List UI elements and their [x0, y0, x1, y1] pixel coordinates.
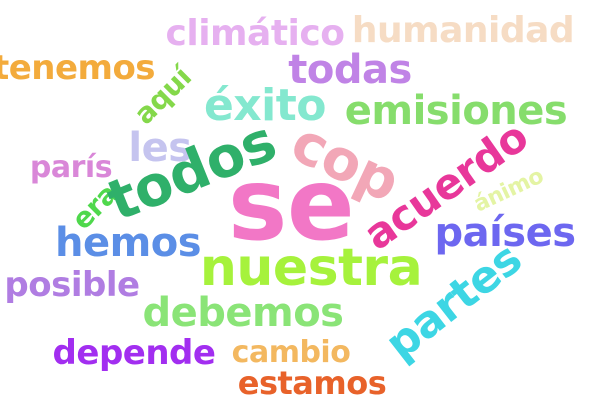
word-humanidad: humanidad	[351, 10, 575, 51]
word-depende: depende	[52, 333, 216, 373]
word-estamos: estamos	[237, 364, 387, 400]
word-nuestra: nuestra	[199, 238, 423, 298]
word-posible: posible	[4, 265, 140, 305]
word-todas: todas	[288, 47, 412, 93]
word-se: se	[227, 146, 355, 263]
word-emisiones: emisiones	[344, 88, 568, 134]
word-exito: éxito	[203, 80, 327, 131]
word-climatico: climático	[165, 13, 345, 54]
word-cambio: cambio	[231, 335, 351, 370]
word-tenemos: tenemos	[0, 48, 156, 88]
word-debemos: debemos	[142, 290, 345, 336]
word-paises: países	[434, 210, 576, 256]
word-paris: parís	[29, 150, 113, 185]
word-hemos: hemos	[54, 220, 202, 266]
word-les: les	[128, 125, 192, 171]
